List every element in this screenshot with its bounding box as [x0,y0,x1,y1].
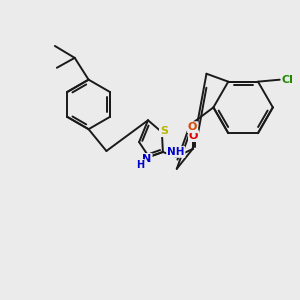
Text: H: H [136,160,144,170]
Text: NH: NH [167,147,184,157]
Text: N: N [142,154,152,164]
Text: Cl: Cl [282,75,294,85]
Text: O: O [188,122,197,132]
Text: S: S [160,126,168,136]
Text: O: O [189,131,198,141]
